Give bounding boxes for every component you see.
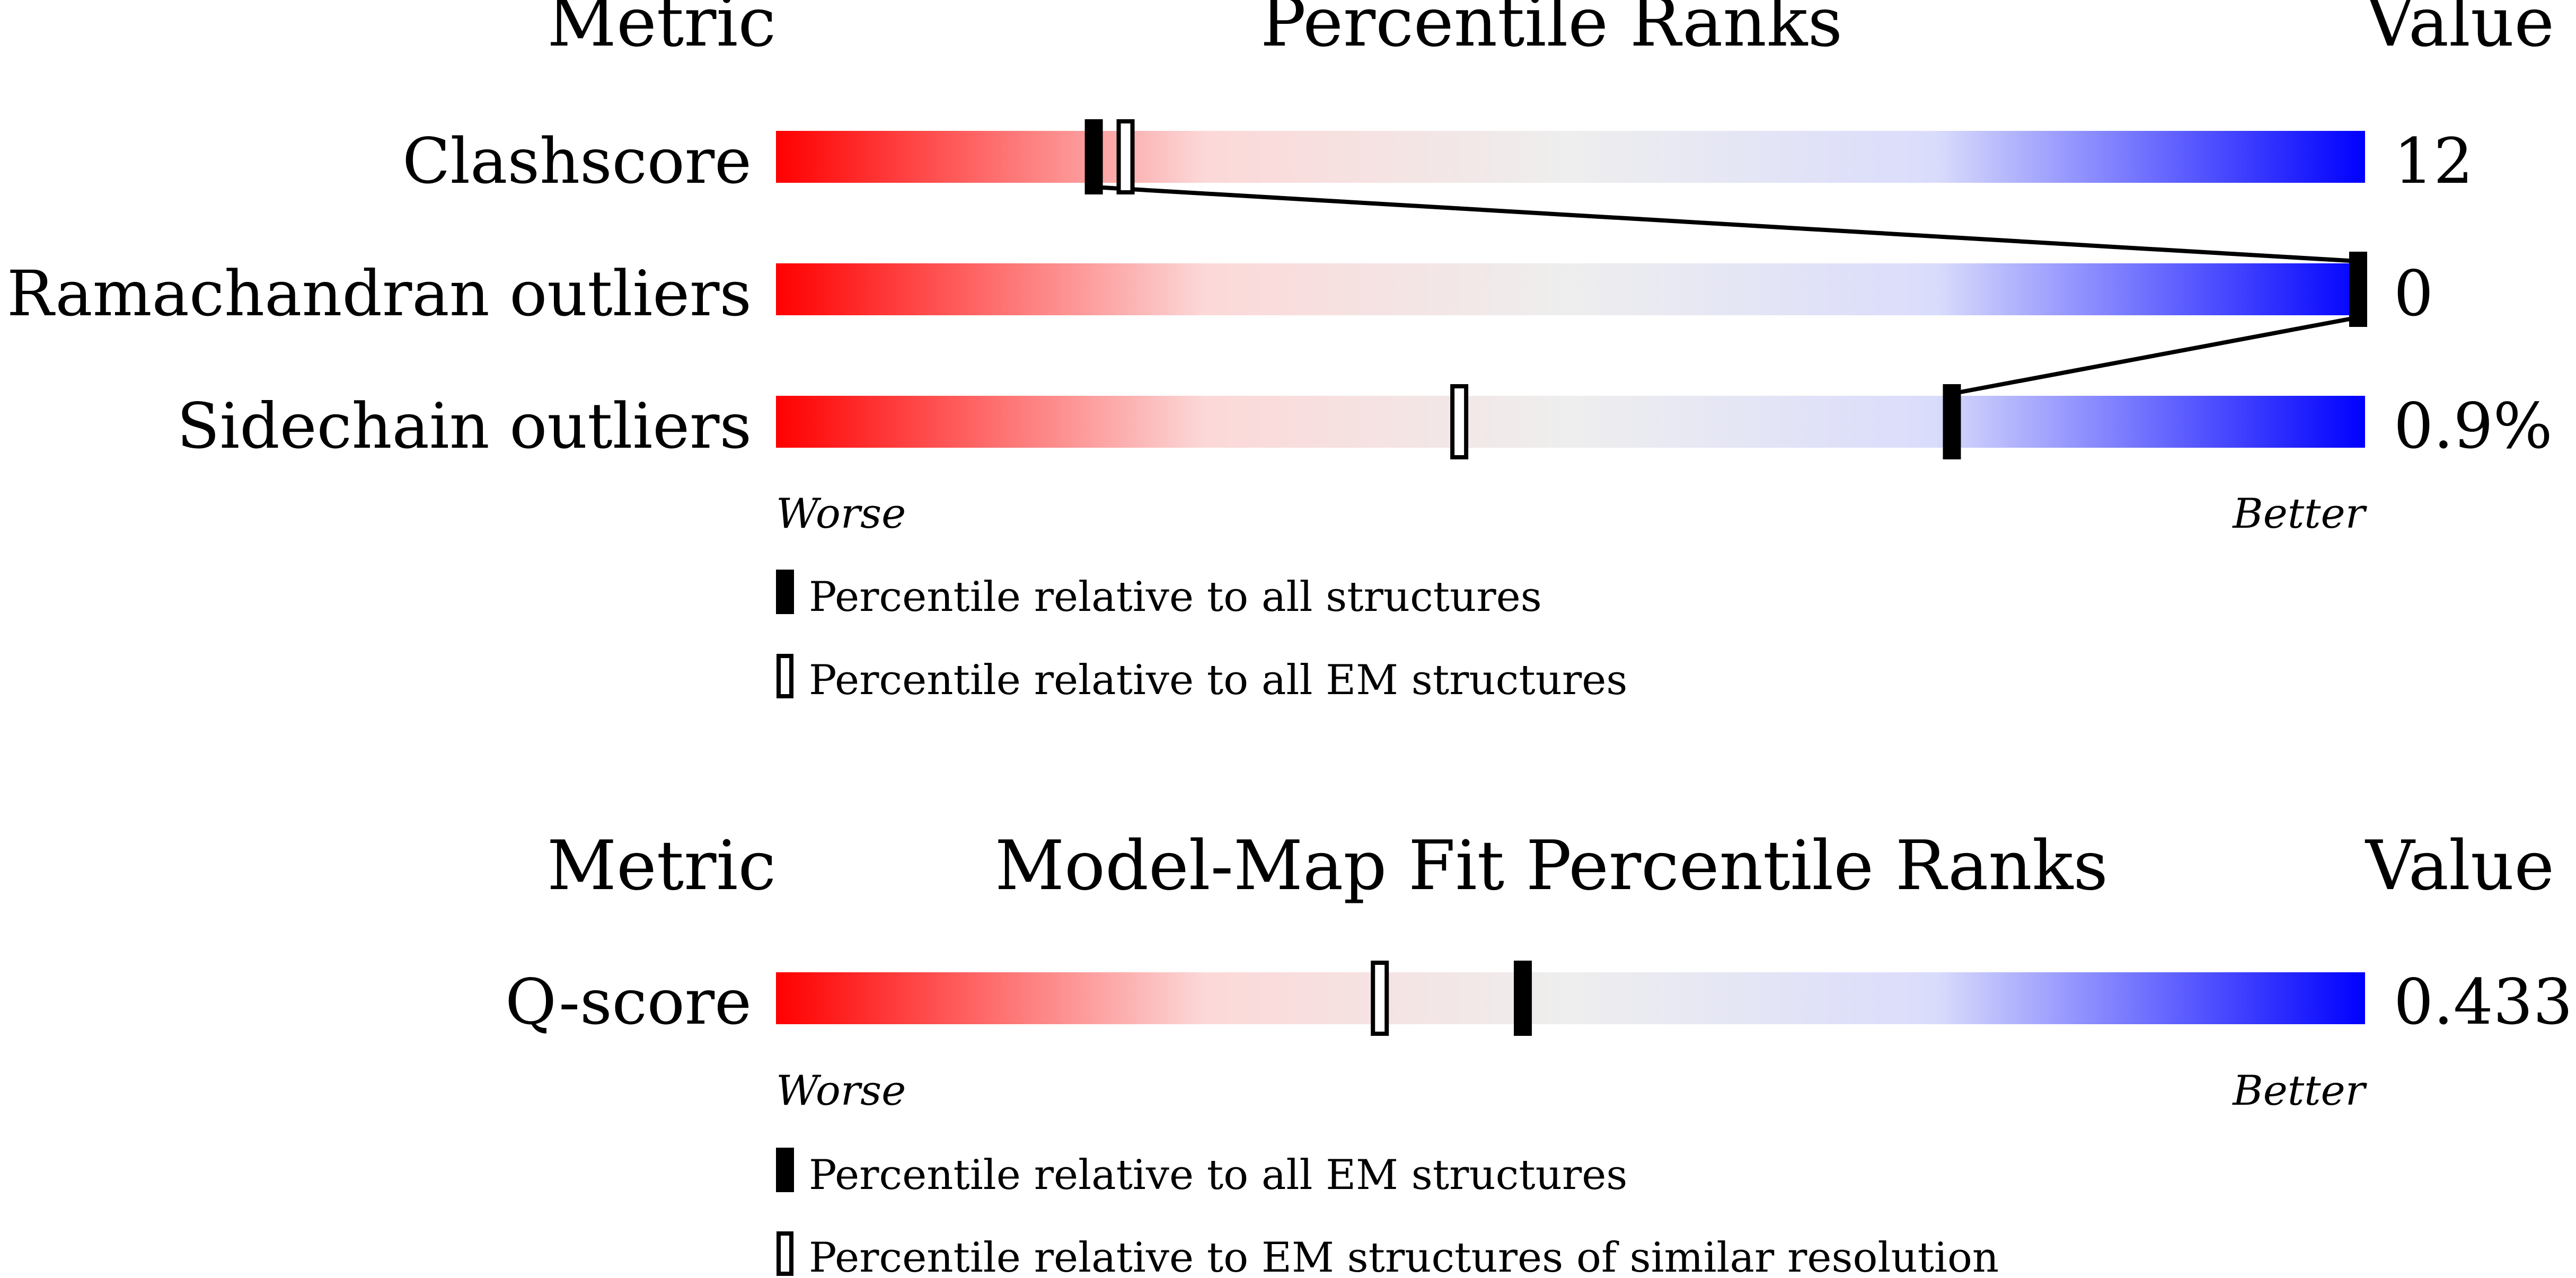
filled-marker-clashscore bbox=[1084, 119, 1103, 194]
markers-layer bbox=[1371, 961, 1532, 1036]
legend-label-hollow: Percentile relative to all EM structures bbox=[809, 656, 1627, 704]
filled-marker-q-score bbox=[1514, 961, 1532, 1036]
validation-panel: Metric Percentile Ranks Value Clashscore… bbox=[7, 0, 2554, 704]
axis-better-label: Better bbox=[2231, 490, 2367, 538]
panel-title: Percentile Ranks bbox=[1260, 0, 1842, 62]
metric-column-header: Metric bbox=[547, 0, 776, 62]
metric-label-sidechain-outliers: Sidechain outliers bbox=[177, 389, 752, 463]
metric-label-q-score: Q-score bbox=[505, 965, 752, 1039]
markers-layer bbox=[1084, 119, 2367, 459]
legend-label-filled: Percentile relative to all structures bbox=[809, 573, 1542, 621]
hollow-marker-sidechain-outliers bbox=[1450, 384, 1469, 459]
axis-better-label: Better bbox=[2231, 1067, 2367, 1115]
axis-worse-label: Worse bbox=[776, 1067, 906, 1115]
metric-value-sidechain-outliers: 0.9% bbox=[2394, 389, 2553, 463]
metric-label-ramachandran-outliers: Ramachandran outliers bbox=[7, 257, 752, 330]
percentile-bar-q-score bbox=[776, 972, 2365, 1024]
model-map-fit-panel: Metric Model-Map Fit Percentile Ranks Va… bbox=[505, 827, 2573, 1278]
legend-label-filled: Percentile relative to all EM structures bbox=[809, 1151, 1627, 1199]
percentile-bar-clashscore bbox=[776, 131, 2365, 183]
hollow-marker-q-score bbox=[1371, 961, 1389, 1036]
metric-column-header: Metric bbox=[547, 827, 776, 906]
hollow-marker-clashscore bbox=[1116, 119, 1135, 194]
value-column-header: Value bbox=[2365, 0, 2554, 62]
legend-hollow-marker bbox=[777, 1231, 793, 1276]
legend-label-hollow: Percentile relative to EM structures of … bbox=[809, 1234, 1999, 1278]
percentile-bar-ramachandran-outliers bbox=[776, 263, 2365, 315]
legend-filled-marker bbox=[776, 570, 794, 614]
filled-marker-sidechain-outliers bbox=[1943, 384, 1961, 459]
metric-value-clashscore: 12 bbox=[2394, 125, 2473, 198]
metric-value-ramachandran-outliers: 0 bbox=[2394, 257, 2433, 330]
value-column-header: Value bbox=[2365, 827, 2554, 906]
metric-label-clashscore: Clashscore bbox=[402, 125, 752, 198]
panel-title: Model-Map Fit Percentile Ranks bbox=[995, 827, 2108, 906]
legend-filled-marker bbox=[776, 1148, 794, 1192]
legend-hollow-marker bbox=[777, 654, 793, 698]
percentile-bar-sidechain-outliers bbox=[776, 396, 2365, 448]
metric-value-q-score: 0.433 bbox=[2394, 965, 2573, 1039]
filled-marker-ramachandran-outliers bbox=[2349, 252, 2367, 327]
axis-worse-label: Worse bbox=[776, 490, 906, 538]
